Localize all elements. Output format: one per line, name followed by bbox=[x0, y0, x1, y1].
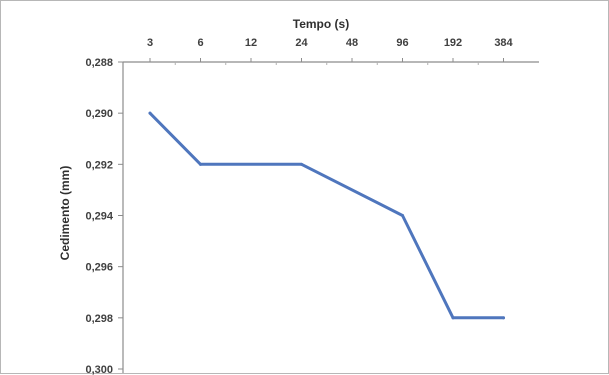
x-axis: 3 6 12 24 48 96 192 384 bbox=[123, 37, 539, 65]
y-tick-label: 0,294 bbox=[85, 211, 113, 223]
y-tick-label: 0,296 bbox=[85, 262, 113, 274]
data-point bbox=[502, 316, 505, 320]
y-tick-label: 0,288 bbox=[85, 57, 113, 69]
x-tick-label: 3 bbox=[147, 37, 153, 49]
y-tick-label: 0,300 bbox=[85, 364, 113, 375]
y-axis: 0,288 0,290 0,292 0,294 0,296 0,298 0,300 bbox=[85, 57, 124, 375]
x-tick-label: 12 bbox=[245, 37, 257, 49]
x-tick-label: 48 bbox=[346, 37, 358, 49]
data-point bbox=[300, 162, 303, 166]
data-point bbox=[451, 316, 455, 320]
y-tick-label: 0,298 bbox=[85, 313, 113, 325]
data-point bbox=[199, 162, 202, 166]
x-axis-title: Tempo (s) bbox=[293, 17, 349, 31]
series-group bbox=[148, 111, 505, 320]
data-point bbox=[148, 111, 152, 115]
x-tick-label: 6 bbox=[197, 37, 203, 49]
x-tick-label: 24 bbox=[295, 37, 308, 49]
x-tick-label: 96 bbox=[396, 37, 408, 49]
x-tick-label: 192 bbox=[444, 37, 462, 49]
y-axis-title: Cedimento (mm) bbox=[58, 166, 72, 261]
data-point bbox=[401, 214, 404, 217]
y-tick-label: 0,290 bbox=[85, 108, 113, 120]
series-line bbox=[148, 111, 505, 320]
y-tick-label: 0,292 bbox=[85, 159, 113, 171]
x-tick-label: 384 bbox=[494, 37, 513, 49]
